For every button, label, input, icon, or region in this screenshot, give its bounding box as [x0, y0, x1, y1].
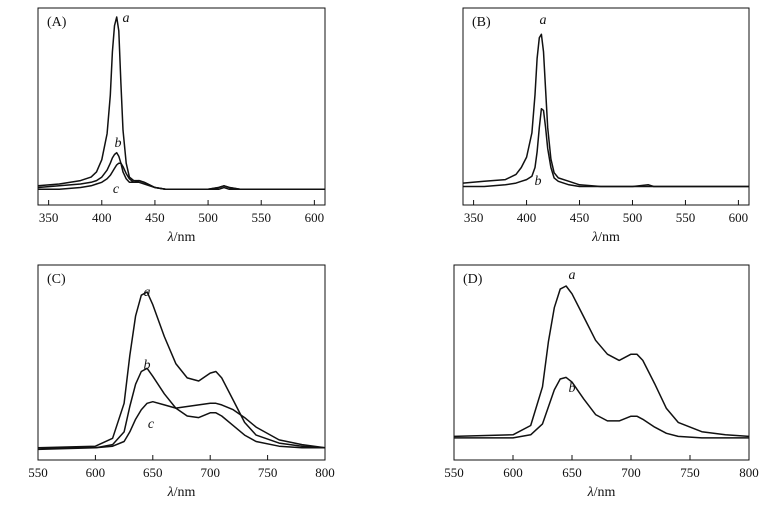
- series-label-a: a: [144, 285, 151, 300]
- plot-frame: [37, 7, 326, 206]
- x-tick-label: 450: [145, 210, 165, 225]
- x-tick-label: 800: [739, 465, 759, 480]
- x-axis-title: λ/nm: [587, 485, 616, 500]
- series-label-b: b: [535, 174, 542, 189]
- x-tick-label: 500: [198, 210, 218, 225]
- x-tick-label: 600: [503, 465, 523, 480]
- x-tick-label: 800: [315, 465, 335, 480]
- x-axis-symbol: λ: [167, 230, 174, 245]
- series-line-a: [462, 33, 749, 188]
- series-label-c: c: [113, 182, 120, 197]
- series-line-b: [454, 376, 749, 439]
- x-axis-unit: /nm: [174, 485, 196, 500]
- series-label-b: b: [569, 381, 576, 396]
- plot-frame: [37, 264, 326, 461]
- series-line-c: [38, 162, 325, 191]
- x-tick-label: 350: [464, 210, 484, 225]
- x-axis-symbol: λ: [587, 485, 594, 500]
- panel-b: 350 400 450 500 550 600 λ/nm (B) a b: [462, 7, 750, 245]
- panel-label: (B): [472, 15, 491, 30]
- panel-a: 350 400 450 500 550 600 λ/nm (A) a b c: [37, 7, 326, 245]
- series-label-a: a: [123, 11, 130, 26]
- series-line-b: [38, 367, 325, 449]
- series-label-b: b: [144, 358, 151, 373]
- x-tick-label: 550: [28, 465, 48, 480]
- series-label-b: b: [115, 136, 122, 151]
- x-tick-label: 550: [251, 210, 271, 225]
- plot-frame: [462, 7, 750, 206]
- x-tick-label: 450: [570, 210, 590, 225]
- x-tick-label: 650: [562, 465, 582, 480]
- series-label-a: a: [540, 13, 547, 28]
- series-line-b: [37, 151, 325, 191]
- x-tick-label: 550: [676, 210, 696, 225]
- x-tick-label: 600: [86, 465, 106, 480]
- x-tick-label: 700: [621, 465, 641, 480]
- panel-d: 550 600 650 700 750 800 λ/nm (D) a b: [444, 264, 759, 500]
- x-tick-label: 650: [143, 465, 163, 480]
- x-tick-label: 550: [444, 465, 464, 480]
- panel-label: (A): [47, 15, 67, 30]
- x-axis-symbol: λ: [167, 485, 174, 500]
- series-line-a: [37, 291, 326, 449]
- series-line-a: [37, 16, 325, 191]
- x-tick-label: 500: [623, 210, 643, 225]
- series-label-a: a: [569, 268, 576, 283]
- panel-c: 550 600 650 700 750 800 λ/nm (C) a b c: [28, 264, 335, 500]
- panel-label: (D): [463, 272, 483, 287]
- series-line-a: [453, 285, 750, 438]
- x-tick-label: 400: [92, 210, 112, 225]
- x-tick-label: 400: [517, 210, 537, 225]
- x-axis-title: λ/nm: [167, 485, 196, 500]
- x-axis-title: λ/nm: [591, 230, 620, 245]
- series-label-c: c: [148, 417, 155, 432]
- x-tick-label: 750: [680, 465, 700, 480]
- x-axis-title: λ/nm: [167, 230, 196, 245]
- x-tick-label: 600: [305, 210, 325, 225]
- x-tick-label: 350: [39, 210, 59, 225]
- series-line-b: [463, 107, 749, 188]
- plot-frame: [453, 264, 750, 461]
- x-axis-symbol: λ: [591, 230, 598, 245]
- x-axis-unit: /nm: [598, 230, 620, 245]
- x-axis-unit: /nm: [594, 485, 616, 500]
- x-tick-label: 700: [200, 465, 220, 480]
- series-line-c: [37, 400, 326, 451]
- panel-label: (C): [47, 272, 66, 287]
- x-tick-label: 600: [729, 210, 749, 225]
- x-tick-label: 750: [258, 465, 278, 480]
- x-axis-unit: /nm: [174, 230, 196, 245]
